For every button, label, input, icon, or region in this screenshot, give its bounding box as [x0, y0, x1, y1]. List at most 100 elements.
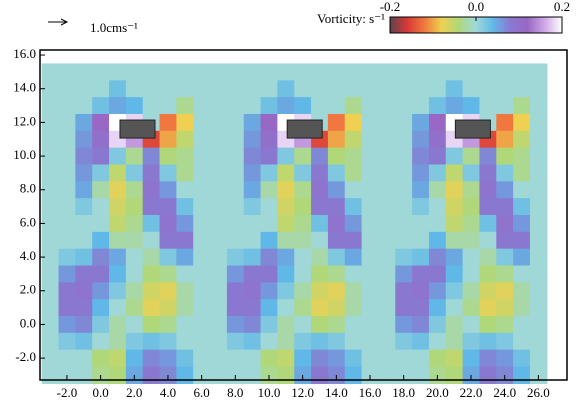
- cell: [496, 130, 514, 149]
- cell: [109, 265, 127, 283]
- cell: [243, 231, 262, 250]
- y-tick-label: 10.0: [13, 147, 36, 162]
- cell: [327, 332, 346, 351]
- colorbar-swatch: [400, 17, 403, 33]
- cell: [361, 113, 380, 132]
- cell: [193, 265, 211, 283]
- cell: [125, 349, 144, 368]
- cell: [75, 299, 93, 317]
- cell: [327, 282, 346, 300]
- cell: [428, 63, 447, 81]
- cell: [193, 130, 211, 149]
- cell: [142, 282, 161, 300]
- cell: [58, 181, 76, 199]
- cell: [109, 97, 127, 115]
- colorbar-swatch: [418, 17, 421, 33]
- x-tick-label: 8.0: [227, 385, 243, 400]
- colorbar: -0.2 0.0 0.2: [380, 0, 570, 34]
- cell: [529, 332, 548, 351]
- colorbar-swatch: [506, 17, 509, 33]
- cell: [210, 366, 228, 384]
- cell: [344, 80, 363, 98]
- y-tick-label: 2.0: [20, 282, 36, 297]
- cell: [176, 366, 194, 384]
- colorbar-swatch: [446, 17, 449, 33]
- cell: [159, 316, 177, 334]
- cell: [479, 80, 497, 98]
- cell: [513, 80, 531, 98]
- cell: [109, 80, 127, 98]
- cell: [159, 130, 177, 149]
- colorbar-swatch: [428, 17, 431, 33]
- cell: [445, 349, 464, 368]
- colorbar-swatch: [550, 17, 553, 33]
- cell: [311, 299, 329, 317]
- colorbar-swatch: [408, 17, 411, 33]
- cell: [260, 198, 279, 216]
- cell: [226, 97, 245, 115]
- cell: [378, 130, 396, 149]
- cell: [327, 231, 346, 250]
- cell: [58, 332, 76, 351]
- cell: [193, 299, 211, 317]
- cell: [125, 231, 144, 250]
- cell: [159, 147, 177, 166]
- cell: [378, 164, 396, 182]
- cell: [58, 97, 76, 115]
- cell: [260, 316, 279, 334]
- cell: [109, 215, 127, 233]
- cell: [176, 231, 194, 250]
- cell: [496, 231, 514, 250]
- cell: [226, 231, 245, 250]
- colorbar-swatch: [406, 17, 409, 33]
- cell: [327, 63, 346, 81]
- cell: [529, 113, 548, 132]
- cell: [226, 215, 245, 233]
- cell: [41, 282, 60, 300]
- cell: [428, 130, 447, 149]
- colorbar-swatch: [464, 17, 467, 33]
- cell: [41, 332, 60, 351]
- cell: [412, 147, 430, 166]
- colorbar-swatch: [458, 17, 461, 33]
- body: [286, 119, 323, 139]
- cell: [92, 231, 110, 250]
- x-tick-label: 14.0: [325, 385, 348, 400]
- cell: [344, 349, 363, 368]
- cell: [311, 265, 329, 283]
- cell: [92, 113, 110, 132]
- cell: [378, 332, 396, 351]
- scale-label: 1.0cms⁻¹: [90, 20, 138, 35]
- cell: [445, 332, 464, 351]
- cell: [125, 147, 144, 166]
- cell: [395, 63, 413, 81]
- cell: [226, 147, 245, 166]
- cell: [193, 164, 211, 182]
- cell: [243, 164, 262, 182]
- cell: [58, 80, 76, 98]
- cell: [125, 265, 144, 283]
- cell: [125, 63, 144, 81]
- cell: [41, 299, 60, 317]
- cell: [277, 215, 295, 233]
- cell: [210, 349, 228, 368]
- cell: [445, 215, 464, 233]
- cell: [109, 349, 127, 368]
- cell: [142, 366, 161, 384]
- cell: [75, 198, 93, 216]
- colorbar-swatch: [514, 17, 517, 33]
- cell: [176, 97, 194, 115]
- cell: [210, 164, 228, 182]
- cell: [479, 215, 497, 233]
- cell: [243, 215, 262, 233]
- cell: [361, 215, 380, 233]
- body: [454, 119, 491, 139]
- cell: [412, 299, 430, 317]
- cell: [142, 215, 161, 233]
- cell: [226, 282, 245, 300]
- colorbar-swatch: [558, 17, 561, 33]
- cell: [41, 231, 60, 250]
- colorbar-swatch: [532, 17, 535, 33]
- colorbar-swatch: [498, 17, 501, 33]
- colorbar-swatch: [526, 17, 529, 33]
